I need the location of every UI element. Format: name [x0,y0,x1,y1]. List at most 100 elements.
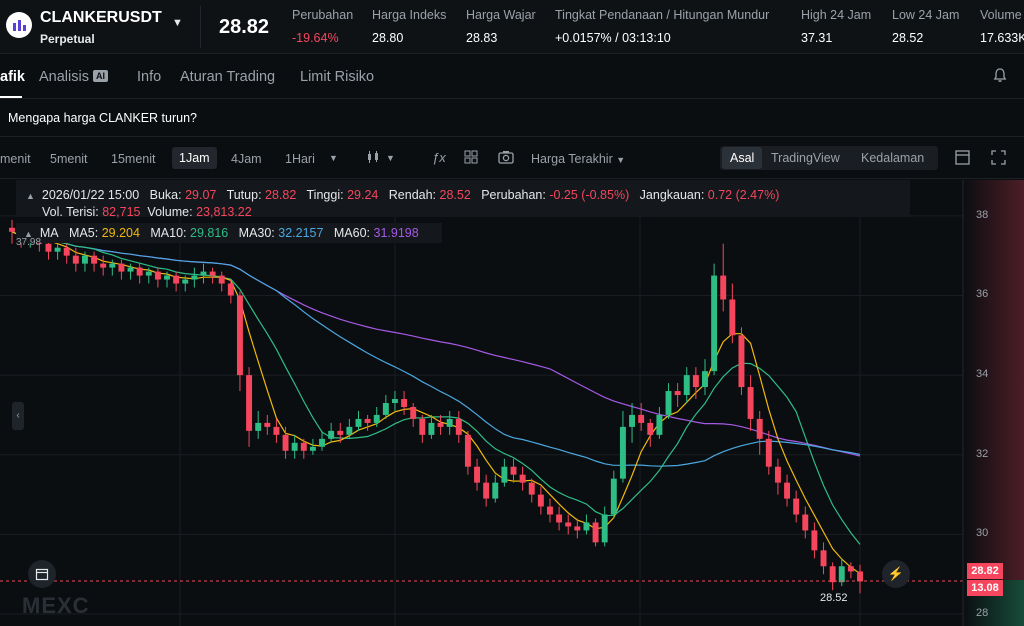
chevron-left-icon[interactable]: ‹ [12,402,24,430]
candle [328,422,335,443]
timeframe-1m[interactable]: menit [0,152,31,166]
candle [209,267,216,284]
candle [647,418,654,447]
timeframe-4h[interactable]: 4Jam [231,152,262,166]
candle-body [519,474,526,483]
tab-analysis[interactable]: Analisis AI [39,69,108,85]
tab-info[interactable]: Info [137,69,162,85]
collapse-icon[interactable]: ▲ [24,229,33,239]
candle [100,255,107,276]
candle-body [492,482,499,499]
high-label: Tinggi: [306,188,344,202]
candle-body [464,434,471,467]
candle [355,410,362,431]
news-banner[interactable]: Mengapa harga CLANKER turun? [0,100,1024,137]
price-source-select[interactable]: Harga Terakhir ▼ [531,152,625,166]
pair-symbol[interactable]: CLANKERUSDT [40,9,162,26]
candle-body [410,406,417,419]
candle [382,395,389,419]
candle [665,383,672,419]
candle-body [282,434,289,451]
ma-title: MA [39,226,59,240]
last-price: 28.82 [219,16,270,38]
low-label: Rendah: [388,188,437,202]
range-value: 0.72 (2.47%) [707,188,780,202]
candle [829,562,836,591]
candle-body [319,438,325,447]
candle [547,498,553,523]
tab-chart[interactable]: afik [0,69,25,85]
candle-body [592,522,599,543]
stat-label: High 24 Jam [801,8,872,22]
ma30-label: MA30: [238,226,275,240]
news-headline[interactable]: Mengapa harga CLANKER turun? [8,111,198,125]
close-label: Tutup: [226,188,262,202]
timeframe-5m[interactable]: 5menit [50,152,88,166]
ma30-line [11,231,861,467]
camera-icon[interactable] [498,150,514,167]
filled-label: Vol. Terisi: [42,205,99,219]
timeframe-more-icon[interactable]: ▼ [329,153,338,163]
tab-risk-limit[interactable]: Limit Risiko [300,69,375,85]
candle [747,375,754,431]
candle-body [428,422,435,435]
candle-body [738,335,745,388]
template-icon[interactable] [464,150,478,167]
candle-body [774,466,781,483]
candle [483,474,490,507]
view-original[interactable]: Asal [722,147,763,169]
tab-trading-rules[interactable]: Aturan Trading [180,69,276,85]
collapse-icon[interactable]: ▲ [26,191,35,201]
candle-body [547,506,553,515]
timeframe-1h[interactable]: 1Jam [172,147,217,169]
candle-body [164,275,170,280]
candle [419,414,426,443]
candle [501,458,508,487]
candle-type-caret-icon[interactable]: ▼ [386,153,395,163]
candle-body [610,478,617,515]
candle [638,403,645,431]
candle-body [118,263,125,272]
candle [364,414,371,431]
candle-body [182,279,189,284]
candle-body [656,414,663,435]
candlestick-chart[interactable] [0,180,1024,626]
price-tick-label: 34 [976,368,989,381]
fx-icon[interactable]: ƒx [432,150,446,165]
candle [619,410,626,483]
layout-icon[interactable] [955,150,970,168]
candle-body [209,271,216,276]
fullscreen-icon[interactable] [991,150,1006,168]
timeframe-15m[interactable]: 15menit [111,152,156,166]
timeframe-1d[interactable]: 1Hari [285,152,315,166]
chart-area[interactable]: ▲ 2026/01/22 15:00 Buka: 29.07 Tutup: 28… [0,180,1024,626]
caret-down-icon[interactable]: ▼ [172,17,183,29]
candle [218,271,225,292]
candle-body [273,426,280,435]
candle [610,470,617,519]
view-tradingview[interactable]: TradingView [771,151,840,165]
candle [81,251,88,272]
calendar-icon[interactable] [28,560,56,588]
candle [182,275,189,292]
candle-body [355,418,362,427]
stat-funding-rate[interactable]: Tingkat Pendanaan / Hitungan Mundur +0.0… [555,8,769,45]
candle [674,383,681,407]
candle [729,283,736,344]
open-value: 29.07 [185,188,217,202]
view-depth[interactable]: Kedalaman [861,151,925,165]
bell-icon[interactable] [992,67,1008,83]
candle-body [847,566,854,572]
section-tabs: afik Analisis AI Info Aturan Trading Limi… [0,55,1024,99]
price-tick-label: 36 [976,288,989,301]
chart-toolbar: menit 5menit 15menit 1Jam 4Jam 1Hari ▼ ▼… [0,138,1024,179]
candle-body [574,526,581,531]
candle-type-icon[interactable] [366,150,380,167]
candle-body [100,263,107,268]
candle-body [784,482,791,499]
ma5-label: MA5: [69,226,99,240]
stat-index-price: Harga Indeks 28.80 [372,8,446,45]
lightning-icon[interactable]: ⚡ [882,560,910,588]
candle [91,251,98,272]
candle-body [446,418,453,427]
